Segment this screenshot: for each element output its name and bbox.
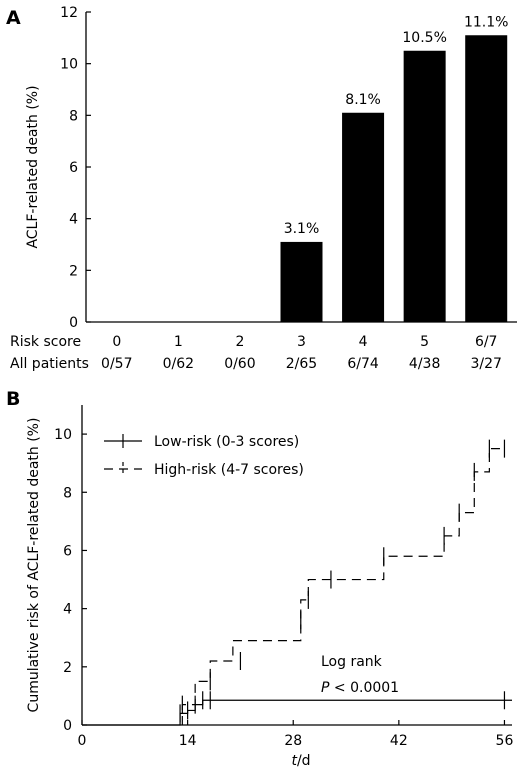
y-tick-label: 2 <box>69 263 78 279</box>
category-label: 6/7 <box>475 334 498 350</box>
x-tick-label: 42 <box>390 733 408 749</box>
y-tick-label: 4 <box>69 212 78 228</box>
x-tick-label: 0 <box>78 733 87 749</box>
y-tick-label: 6 <box>69 160 78 176</box>
y-axis-label: ACLF-related death (%) <box>25 85 41 248</box>
legend-label-low-risk: Low-risk (0-3 scores) <box>154 434 299 450</box>
category-label: 1 <box>174 334 183 350</box>
y-tick-label: 0 <box>69 315 78 331</box>
x-tick-label: 14 <box>179 733 197 749</box>
y-axis-label: Cumulative risk of ACLF-related death (%… <box>26 418 42 713</box>
category-label: 0 <box>112 334 121 350</box>
bar-value-label: 11.1% <box>464 14 508 30</box>
low-risk-curve <box>82 699 512 726</box>
legend-label-high-risk: High-risk (4-7 scores) <box>154 462 304 478</box>
chart-b: 0 2 4 6 8 10 0 14 28 42 56 Cumulative risk of ACLF-… <box>26 405 513 769</box>
panel-label-a: A <box>6 7 21 29</box>
bar <box>403 50 446 322</box>
x-axis-label: t/d <box>291 753 310 769</box>
bar <box>465 35 508 322</box>
y-tick-label: 8 <box>69 108 78 124</box>
category-label: 3 <box>297 334 306 350</box>
y-tick-label: 4 <box>63 602 72 618</box>
y-tick-label: 2 <box>63 660 72 676</box>
y-tick-label: 0 <box>63 718 72 734</box>
panel-label-b: B <box>6 388 20 410</box>
x-tick-label: 28 <box>284 733 302 749</box>
patient-count-label: 0/57 <box>101 356 132 372</box>
y-tick-label: 12 <box>60 5 78 21</box>
annotation-log-rank: Log rank <box>321 654 383 670</box>
bar-value-label: 10.5% <box>402 30 446 46</box>
x-tick-label: 56 <box>496 733 514 749</box>
bar-value-label: 8.1% <box>345 92 381 108</box>
category-label: 4 <box>359 334 368 350</box>
row-label-risk-score: Risk score <box>10 334 81 350</box>
y-tick-label: 8 <box>63 485 72 501</box>
category-label: 5 <box>420 334 429 350</box>
bar <box>342 112 385 322</box>
y-tick-label: 6 <box>63 543 72 559</box>
patient-count-label: 0/62 <box>163 356 194 372</box>
patient-count-label: 6/74 <box>347 356 379 372</box>
annotation-p-value: P < 0.0001 <box>321 680 399 696</box>
patient-count-label: 3/27 <box>470 356 501 372</box>
patient-count-label: 4/38 <box>409 356 440 372</box>
y-tick-label: 10 <box>54 427 72 443</box>
patient-count-label: 2/65 <box>286 356 317 372</box>
bar-value-label: 3.1% <box>284 221 320 237</box>
y-tick-label: 10 <box>60 57 78 73</box>
patient-count-label: 0/60 <box>224 356 255 372</box>
bar <box>280 241 323 322</box>
high-risk-curve <box>181 448 505 725</box>
category-label: 2 <box>235 334 244 350</box>
row-label-all-patients: All patients <box>10 356 89 372</box>
